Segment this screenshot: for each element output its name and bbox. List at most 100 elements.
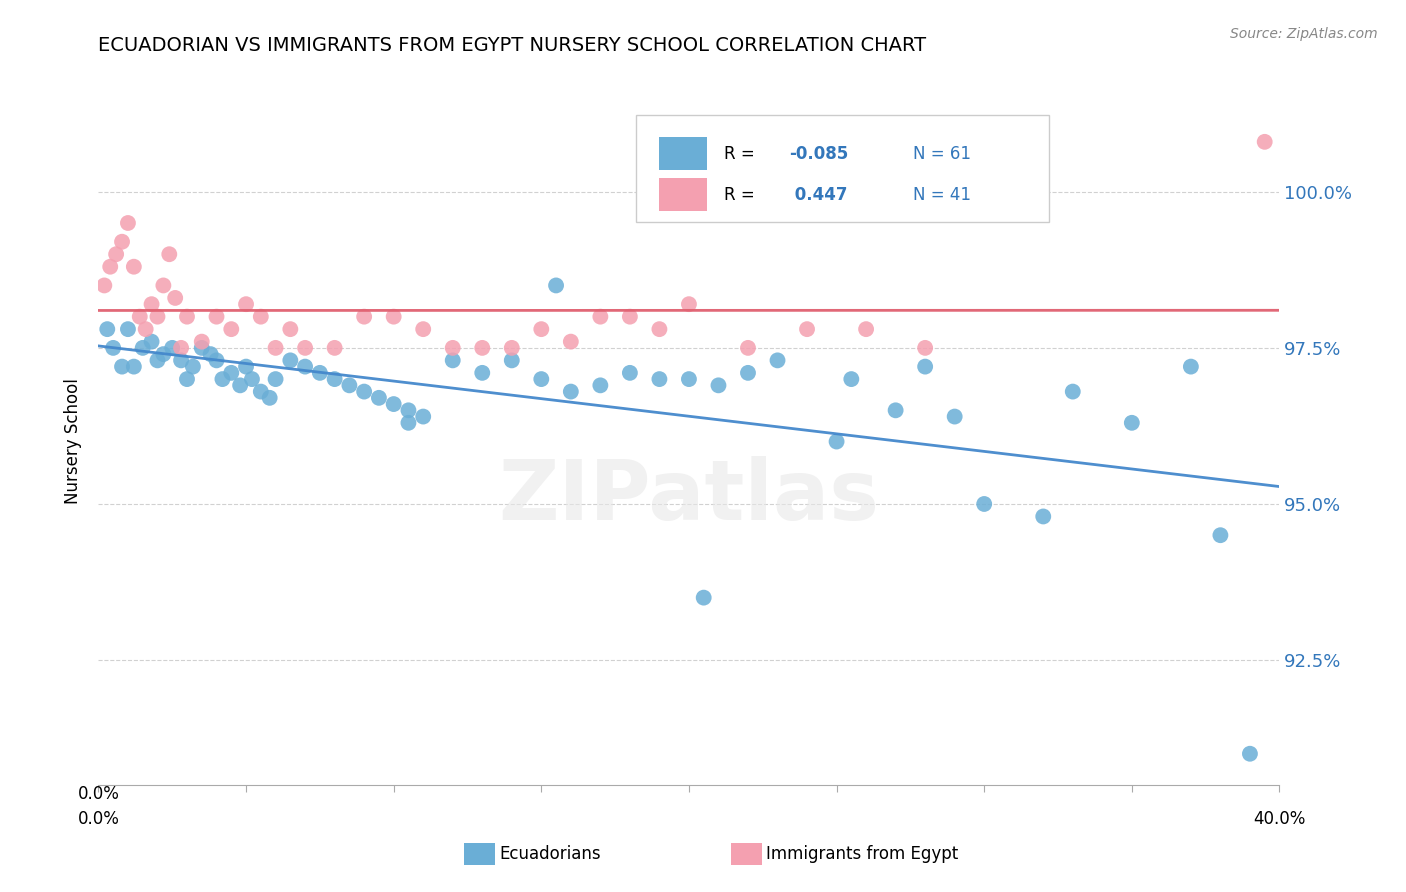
Point [259, 391, 281, 405]
Point [96, 322, 118, 336]
Point [135, 322, 157, 336]
Point [546, 278, 568, 293]
Point [170, 341, 193, 355]
Point [191, 334, 214, 349]
Point [1209, 528, 1232, 542]
Point [619, 366, 641, 380]
Point [382, 397, 405, 411]
Point [441, 341, 464, 355]
Text: Source: ZipAtlas.com: Source: ZipAtlas.com [1230, 27, 1378, 41]
Point [191, 341, 214, 355]
Point [122, 260, 145, 274]
Point [707, 378, 730, 392]
Point [240, 372, 263, 386]
Text: R =: R = [724, 186, 761, 204]
Text: ZIPatlas: ZIPatlas [499, 456, 879, 537]
Point [855, 322, 877, 336]
Point [560, 384, 582, 399]
Point [884, 403, 907, 417]
Point [589, 310, 612, 324]
Text: 40.0%: 40.0% [1253, 810, 1306, 828]
Point [309, 366, 332, 380]
FancyBboxPatch shape [659, 178, 707, 211]
Point [914, 341, 936, 355]
Point [103, 341, 125, 355]
Point [353, 384, 375, 399]
Point [501, 341, 523, 355]
Text: 0.0%: 0.0% [77, 810, 120, 828]
Point [1239, 747, 1261, 761]
Point [152, 278, 174, 293]
Point [441, 353, 464, 368]
Point [98, 260, 121, 274]
Point [530, 322, 553, 336]
Point [176, 372, 198, 386]
Point [117, 216, 139, 230]
Point [221, 366, 243, 380]
Point [678, 297, 700, 311]
Text: -0.085: -0.085 [789, 145, 849, 162]
Point [339, 378, 361, 392]
Y-axis label: Nursery School: Nursery School [65, 378, 83, 505]
Point [294, 359, 316, 374]
Text: N = 61: N = 61 [914, 145, 972, 162]
Point [398, 403, 420, 417]
Point [141, 334, 163, 349]
Point [737, 366, 759, 380]
Point [280, 353, 302, 368]
Point [471, 366, 494, 380]
Point [530, 372, 553, 386]
Point [132, 341, 155, 355]
Point [205, 353, 228, 368]
Point [368, 391, 391, 405]
Point [914, 359, 936, 374]
Point [737, 341, 759, 355]
Point [412, 322, 434, 336]
Point [162, 341, 183, 355]
Point [1121, 416, 1143, 430]
Text: ECUADORIAN VS IMMIGRANTS FROM EGYPT NURSERY SCHOOL CORRELATION CHART: ECUADORIAN VS IMMIGRANTS FROM EGYPT NURS… [98, 36, 927, 54]
Point [181, 359, 204, 374]
Point [111, 235, 134, 249]
Point [1254, 135, 1277, 149]
Point [471, 341, 494, 355]
Point [825, 434, 848, 449]
Point [973, 497, 995, 511]
Point [264, 341, 287, 355]
Point [280, 322, 302, 336]
Text: Ecuadorians: Ecuadorians [499, 845, 600, 863]
Point [141, 297, 163, 311]
Point [205, 310, 228, 324]
Point [1032, 509, 1054, 524]
Point [211, 372, 233, 386]
Point [250, 310, 273, 324]
Point [1062, 384, 1084, 399]
Point [200, 347, 222, 361]
Text: 0.0%: 0.0% [77, 785, 120, 803]
Point [766, 353, 789, 368]
Text: Immigrants from Egypt: Immigrants from Egypt [766, 845, 959, 863]
Point [294, 341, 316, 355]
Point [170, 353, 193, 368]
Point [412, 409, 434, 424]
Point [648, 322, 671, 336]
Point [146, 353, 169, 368]
Point [648, 372, 671, 386]
Point [111, 359, 134, 374]
Text: R =: R = [724, 145, 761, 162]
Point [264, 372, 287, 386]
Point [235, 359, 257, 374]
Point [152, 347, 174, 361]
Point [117, 322, 139, 336]
Point [165, 291, 187, 305]
Point [250, 384, 273, 399]
Point [796, 322, 818, 336]
Text: 0.447: 0.447 [789, 186, 848, 204]
Point [841, 372, 863, 386]
FancyBboxPatch shape [636, 115, 1049, 222]
Point [229, 378, 252, 392]
Point [398, 416, 420, 430]
Point [693, 591, 716, 605]
Point [176, 310, 198, 324]
Point [382, 310, 405, 324]
